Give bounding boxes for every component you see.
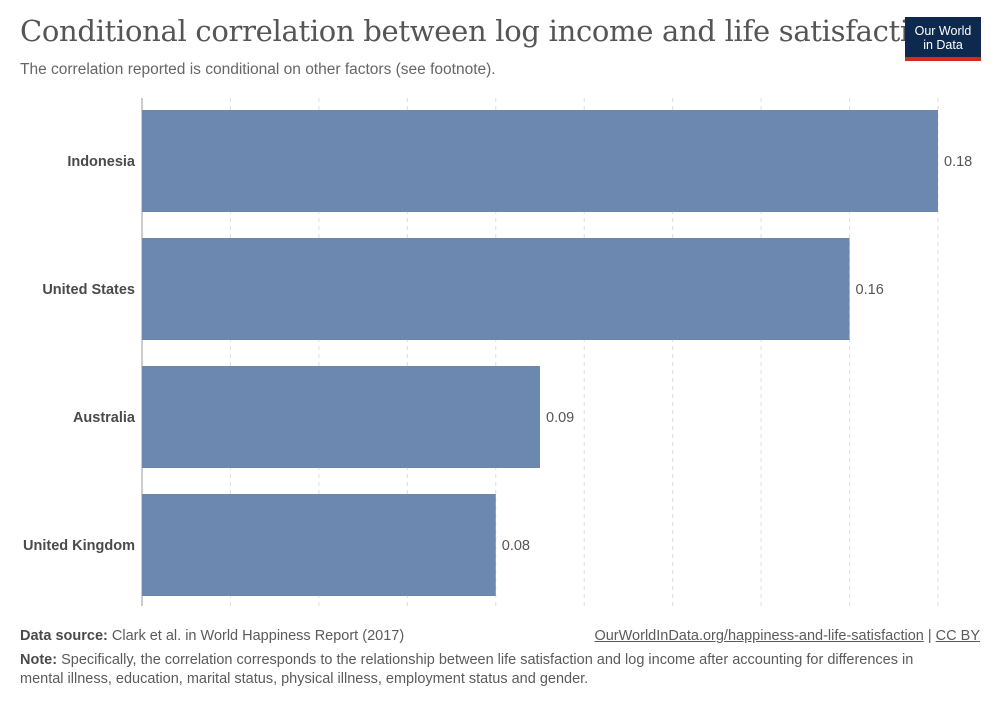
data-source-label: Data source: (20, 628, 108, 644)
note-label: Note: (20, 652, 58, 668)
category-label: United Kingdom (23, 538, 135, 554)
footer-separator: | (927, 628, 932, 644)
bar-australia (142, 366, 540, 468)
logo-line-1: Our World (914, 24, 972, 38)
value-label: 0.16 (856, 282, 884, 298)
category-label: United States (42, 282, 135, 298)
bar-united-states (142, 238, 850, 340)
data-source: Data source: Clark et al. in World Happi… (20, 628, 404, 644)
owid-logo[interactable]: Our World in Data (905, 17, 981, 61)
bar-chart: Indonesia 0.18 United States 0.16 Australia 0… (23, 98, 972, 606)
bar-indonesia (142, 110, 938, 212)
footer-links: OurWorldInData.org/happiness-and-life-sa… (594, 628, 980, 644)
chart-subtitle: The correlation reported is conditional … (20, 61, 496, 78)
data-source-text: Clark et al. in World Happiness Report (… (111, 628, 405, 644)
category-label: Indonesia (67, 154, 136, 170)
bar-united-kingdom (142, 494, 496, 596)
category-label: Australia (73, 410, 136, 426)
value-label: 0.18 (944, 154, 972, 170)
source-url-link[interactable]: OurWorldInData.org/happiness-and-life-sa… (594, 628, 924, 644)
logo-line-2: in Data (923, 38, 963, 52)
license-link[interactable]: CC BY (935, 628, 980, 644)
footnote: Note: Specifically, the correlation corr… (20, 651, 950, 689)
chart-title: Conditional correlation between log inco… (20, 14, 945, 48)
note-text: Specifically, the correlation correspond… (20, 652, 914, 687)
value-label: 0.09 (546, 410, 574, 426)
value-label: 0.08 (502, 538, 530, 554)
